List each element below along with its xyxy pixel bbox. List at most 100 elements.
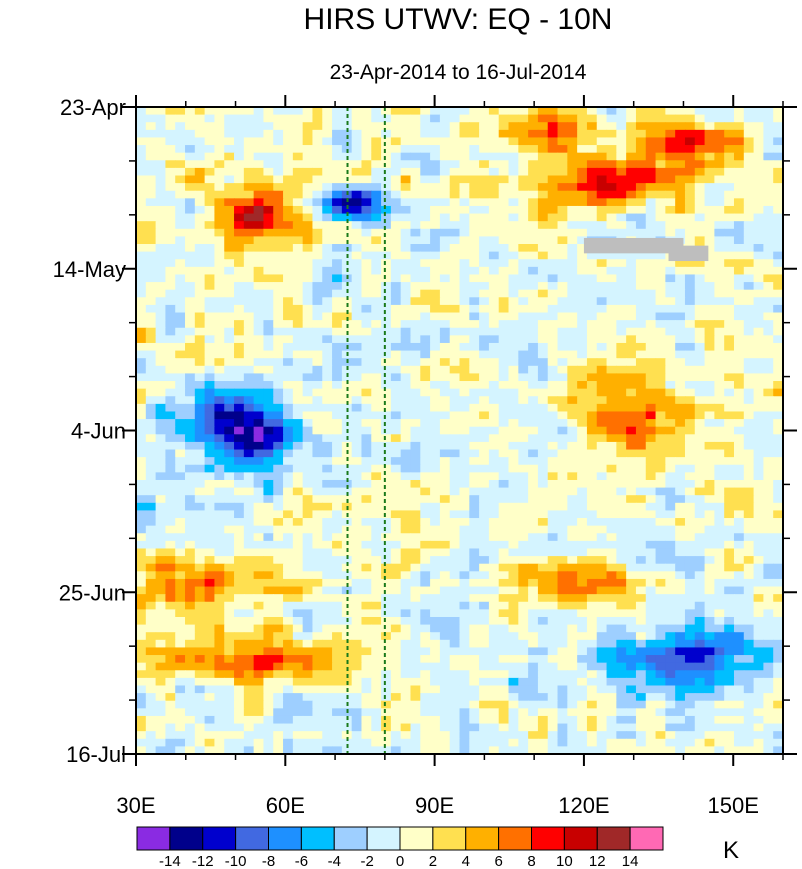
heatmap-cell bbox=[243, 365, 255, 375]
heatmap-cell bbox=[557, 365, 568, 375]
heatmap-cell bbox=[635, 129, 647, 139]
heatmap-cell bbox=[302, 160, 314, 169]
heatmap-cell bbox=[165, 266, 176, 276]
heatmap-cell bbox=[332, 556, 343, 565]
heatmap-cell bbox=[606, 464, 617, 473]
heatmap-cell bbox=[283, 297, 294, 306]
heatmap-cell bbox=[488, 228, 500, 237]
heatmap-cell bbox=[773, 175, 784, 184]
heatmap-cell bbox=[351, 297, 363, 306]
heatmap-cell bbox=[645, 419, 657, 428]
heatmap-cell bbox=[469, 282, 480, 291]
heatmap-cell bbox=[312, 502, 323, 512]
heatmap-cell bbox=[753, 228, 764, 237]
heatmap-cell bbox=[684, 601, 696, 610]
heatmap-cell bbox=[292, 502, 304, 512]
heatmap-cell bbox=[577, 160, 588, 169]
heatmap-cell bbox=[518, 342, 529, 352]
heatmap-cell bbox=[724, 274, 735, 283]
heatmap-cell bbox=[253, 312, 265, 321]
heatmap-cell bbox=[273, 107, 284, 116]
heatmap-cell bbox=[557, 601, 568, 610]
heatmap-cell bbox=[234, 571, 245, 580]
heatmap-cell bbox=[753, 464, 764, 473]
heatmap-cell bbox=[606, 129, 617, 139]
heatmap-cell bbox=[371, 396, 382, 405]
heatmap-cell bbox=[635, 426, 647, 435]
heatmap-cell bbox=[518, 175, 529, 184]
heatmap-cell bbox=[155, 609, 167, 618]
heatmap-cell bbox=[567, 342, 578, 352]
heatmap-cell bbox=[547, 601, 559, 610]
heatmap-cell bbox=[773, 563, 784, 572]
heatmap-cell bbox=[322, 114, 333, 123]
heatmap-cell bbox=[361, 221, 372, 230]
heatmap-cell bbox=[302, 167, 314, 177]
heatmap-cell bbox=[361, 365, 372, 375]
heatmap-cell bbox=[606, 533, 617, 542]
heatmap-cell bbox=[283, 495, 294, 504]
heatmap-cell bbox=[479, 304, 490, 314]
heatmap-cell bbox=[655, 457, 666, 466]
heatmap-cell bbox=[577, 518, 588, 527]
heatmap-cell bbox=[635, 320, 647, 329]
heatmap-cell bbox=[645, 411, 657, 420]
heatmap-cell bbox=[743, 198, 755, 207]
heatmap-cell bbox=[498, 449, 510, 458]
heatmap-cell bbox=[518, 282, 529, 291]
heatmap-cell bbox=[410, 289, 421, 298]
heatmap-cell bbox=[439, 540, 451, 550]
heatmap-cell bbox=[469, 236, 480, 245]
heatmap-cell bbox=[263, 533, 274, 542]
heatmap-cell bbox=[273, 304, 284, 314]
heatmap-cell bbox=[273, 624, 284, 633]
heatmap-cell bbox=[165, 639, 176, 649]
heatmap-cell bbox=[410, 441, 421, 451]
heatmap-cell bbox=[430, 540, 441, 550]
heatmap-cell bbox=[528, 282, 539, 291]
heatmap-cell bbox=[616, 304, 627, 314]
heatmap-cell bbox=[145, 152, 157, 161]
heatmap-cell bbox=[136, 556, 147, 565]
heatmap-cell bbox=[175, 297, 186, 306]
heatmap-cell bbox=[635, 259, 647, 268]
heatmap-cell bbox=[381, 616, 392, 626]
heatmap-cell bbox=[136, 342, 147, 352]
heatmap-cell bbox=[743, 533, 755, 542]
heatmap-cell bbox=[351, 289, 363, 298]
heatmap-cell bbox=[351, 518, 363, 527]
heatmap-cell bbox=[586, 365, 598, 375]
heatmap-cell bbox=[449, 266, 461, 276]
heatmap-cell bbox=[547, 137, 559, 146]
heatmap-cell bbox=[312, 670, 323, 679]
heatmap-cell bbox=[332, 244, 343, 253]
heatmap-cell bbox=[439, 594, 451, 603]
heatmap-cell bbox=[675, 662, 686, 671]
heatmap-cell bbox=[567, 556, 578, 565]
heatmap-cell bbox=[332, 403, 343, 413]
heatmap-cell bbox=[547, 183, 559, 192]
heatmap-cell bbox=[626, 167, 637, 177]
heatmap-cell bbox=[214, 365, 225, 375]
heatmap-cell bbox=[175, 114, 186, 123]
heatmap-cell bbox=[165, 518, 176, 527]
heatmap-cell bbox=[586, 221, 598, 230]
heatmap-cell bbox=[439, 365, 451, 375]
heatmap-cell bbox=[469, 563, 480, 572]
heatmap-cell bbox=[302, 152, 314, 161]
heatmap-cell bbox=[214, 578, 225, 588]
heatmap-cell bbox=[214, 411, 225, 420]
heatmap-cell bbox=[606, 183, 617, 192]
heatmap-cell bbox=[302, 381, 314, 390]
heatmap-cell bbox=[665, 304, 676, 314]
heatmap-cell bbox=[243, 518, 255, 527]
heatmap-cell bbox=[743, 419, 755, 428]
heatmap-cell bbox=[322, 677, 333, 687]
heatmap-cell bbox=[547, 411, 559, 420]
heatmap-cell bbox=[704, 152, 715, 161]
heatmap-cell bbox=[439, 304, 451, 314]
heatmap-cell bbox=[763, 122, 774, 131]
heatmap-cell bbox=[645, 282, 657, 291]
heatmap-cell bbox=[410, 677, 421, 687]
heatmap-cell bbox=[145, 571, 157, 580]
